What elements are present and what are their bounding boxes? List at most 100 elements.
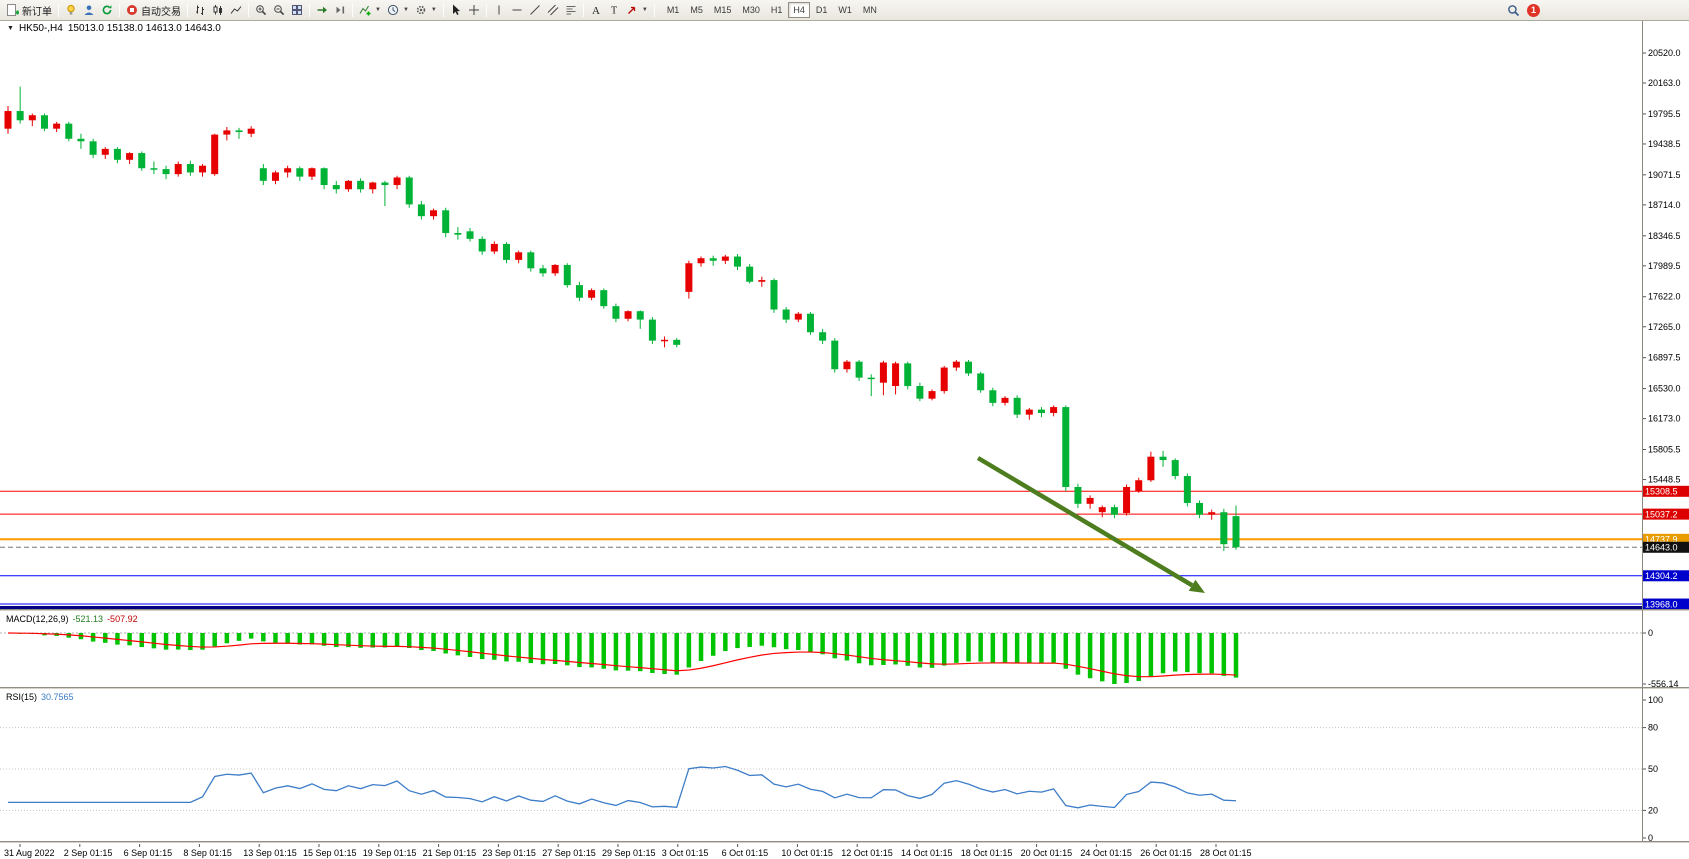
- svg-text:24 Oct 01:15: 24 Oct 01:15: [1080, 848, 1132, 858]
- collapse-triangle-icon[interactable]: ▼: [7, 25, 14, 32]
- templates-button[interactable]: ▼: [412, 2, 440, 19]
- timeframe-button-m30[interactable]: M30: [742, 5, 760, 15]
- rsi-label: RSI(15) 30.7565: [6, 692, 74, 702]
- toolbar-separator: [442, 3, 444, 17]
- arrows-tool-button[interactable]: ▼: [623, 2, 651, 19]
- svg-text:14 Oct 01:15: 14 Oct 01:15: [901, 848, 953, 858]
- svg-text:14643.0: 14643.0: [1645, 542, 1678, 552]
- timeframe-button-m5[interactable]: M5: [690, 5, 703, 15]
- macd-main-value: -521.13: [72, 614, 104, 624]
- pane-dividers[interactable]: [0, 21, 1689, 844]
- svg-text:19 Sep 01:15: 19 Sep 01:15: [363, 848, 417, 858]
- svg-text:10 Oct 01:15: 10 Oct 01:15: [781, 848, 833, 858]
- horizontal-lines[interactable]: [0, 490, 1642, 612]
- auto-scroll-icon: [317, 6, 327, 14]
- macd-signal-value: -507.92: [107, 614, 138, 624]
- crosshair-icon: [468, 5, 479, 15]
- auto-scroll-button[interactable]: [313, 2, 331, 19]
- tips-button[interactable]: [62, 2, 80, 19]
- svg-text:16897.5: 16897.5: [1648, 353, 1681, 363]
- svg-text:31 Aug 2022: 31 Aug 2022: [4, 848, 55, 858]
- label-tool-button[interactable]: T: [605, 2, 623, 19]
- search-icon[interactable]: [1507, 4, 1520, 17]
- trendline-tool-button[interactable]: [526, 2, 544, 19]
- timeframe-button-d1[interactable]: D1: [815, 5, 828, 15]
- svg-text:19071.5: 19071.5: [1648, 170, 1681, 180]
- chart-shift-button[interactable]: [331, 2, 349, 19]
- zoom-in-button[interactable]: [252, 2, 270, 19]
- svg-text:28 Oct 01:15: 28 Oct 01:15: [1200, 848, 1252, 858]
- svg-text:0: 0: [1648, 628, 1653, 638]
- timeframe-button-m15[interactable]: M15: [713, 5, 732, 15]
- tile-windows-button[interactable]: [288, 2, 306, 19]
- trend-arrow-annotation[interactable]: [976, 456, 1205, 593]
- timeframe-button-w1[interactable]: W1: [838, 5, 852, 15]
- profile-icon: [84, 5, 94, 15]
- channel-tool-button[interactable]: [544, 2, 562, 19]
- rsi-value: 30.7565: [41, 692, 74, 702]
- account-button[interactable]: [80, 2, 98, 19]
- svg-text:12 Oct 01:15: 12 Oct 01:15: [841, 848, 893, 858]
- text-icon: A: [592, 5, 600, 16]
- line-chart-icon: [230, 6, 242, 14]
- horizontal-line-tool-button[interactable]: [508, 2, 526, 19]
- svg-text:21 Sep 01:15: 21 Sep 01:15: [423, 848, 477, 858]
- svg-text:0: 0: [1648, 833, 1653, 843]
- svg-text:15 Sep 01:15: 15 Sep 01:15: [303, 848, 357, 858]
- svg-text:20 Oct 01:15: 20 Oct 01:15: [1021, 848, 1073, 858]
- new-order-button[interactable]: 新订单: [3, 2, 55, 19]
- svg-text:29 Sep 01:15: 29 Sep 01:15: [602, 848, 656, 858]
- toolbar-separator: [352, 3, 353, 17]
- svg-text:17989.5: 17989.5: [1648, 261, 1681, 271]
- crosshair-tool-button[interactable]: [465, 2, 483, 19]
- svg-text:23 Sep 01:15: 23 Sep 01:15: [482, 848, 536, 858]
- timeframe-group: M1 M5 M15 M30 H1 H4 D1 W1 MN: [662, 2, 882, 18]
- chevron-down-icon: ▼: [641, 7, 648, 13]
- refresh-button[interactable]: [98, 2, 116, 19]
- autotrading-button[interactable]: 自动交易: [123, 2, 184, 19]
- time-axis[interactable]: 31 Aug 2022 2 Sep 01:15 6 Sep 01:15 8 Sep 0…: [4, 843, 1252, 858]
- line-chart-button[interactable]: [227, 2, 245, 19]
- timeframe-button-h4[interactable]: H4: [788, 2, 810, 18]
- notifications-badge[interactable]: 1: [1527, 3, 1540, 17]
- candlestick-chart-button[interactable]: [209, 2, 227, 19]
- periods-button[interactable]: ▼: [384, 2, 412, 19]
- fibonacci-tool-button[interactable]: [562, 2, 580, 19]
- timeframe-button-h1[interactable]: H1: [770, 5, 783, 15]
- gear-icon: [416, 5, 426, 15]
- svg-text:17265.0: 17265.0: [1648, 322, 1681, 332]
- zoom-out-button[interactable]: [270, 2, 288, 19]
- svg-text:18 Oct 01:15: 18 Oct 01:15: [961, 848, 1013, 858]
- timeframe-button-mn[interactable]: MN: [862, 5, 877, 15]
- indicators-button[interactable]: ▼: [356, 2, 384, 19]
- new-order-label: 新订单: [22, 6, 52, 18]
- svg-text:13 Sep 01:15: 13 Sep 01:15: [243, 848, 297, 858]
- svg-text:15805.5: 15805.5: [1648, 445, 1681, 455]
- svg-text:14737.9: 14737.9: [1645, 534, 1678, 544]
- notification-count: 1: [1530, 5, 1536, 15]
- vertical-line-tool-button[interactable]: [490, 2, 508, 19]
- svg-text:20520.0: 20520.0: [1648, 48, 1681, 58]
- svg-text:20: 20: [1648, 805, 1658, 815]
- autotrading-label: 自动交易: [141, 6, 181, 18]
- channel-icon: [547, 4, 559, 16]
- svg-text:26 Oct 01:15: 26 Oct 01:15: [1140, 848, 1192, 858]
- toolbar-separator: [582, 3, 584, 17]
- timeframe-button-m1[interactable]: M1: [666, 5, 680, 15]
- chevron-down-icon: ▼: [430, 7, 437, 13]
- price-axis[interactable]: 20520.0 20163.0 19795.5 19438.5 19071.5 18714…: [1642, 48, 1689, 843]
- text-tool-button[interactable]: A: [587, 2, 605, 19]
- clock-icon: [387, 4, 399, 16]
- tile-windows-icon: [292, 5, 302, 15]
- bar-chart-button[interactable]: [191, 2, 209, 19]
- lightbulb-icon: [67, 4, 75, 15]
- chevron-down-icon: ▼: [402, 7, 409, 13]
- toolbar-separator: [58, 3, 59, 17]
- svg-text:A: A: [592, 5, 600, 16]
- svg-text:100: 100: [1648, 695, 1663, 705]
- toolbar-separator: [653, 3, 655, 17]
- svg-text:16530.0: 16530.0: [1648, 384, 1681, 394]
- zoom-out-icon: [274, 5, 285, 16]
- cursor-tool-button[interactable]: [447, 2, 465, 19]
